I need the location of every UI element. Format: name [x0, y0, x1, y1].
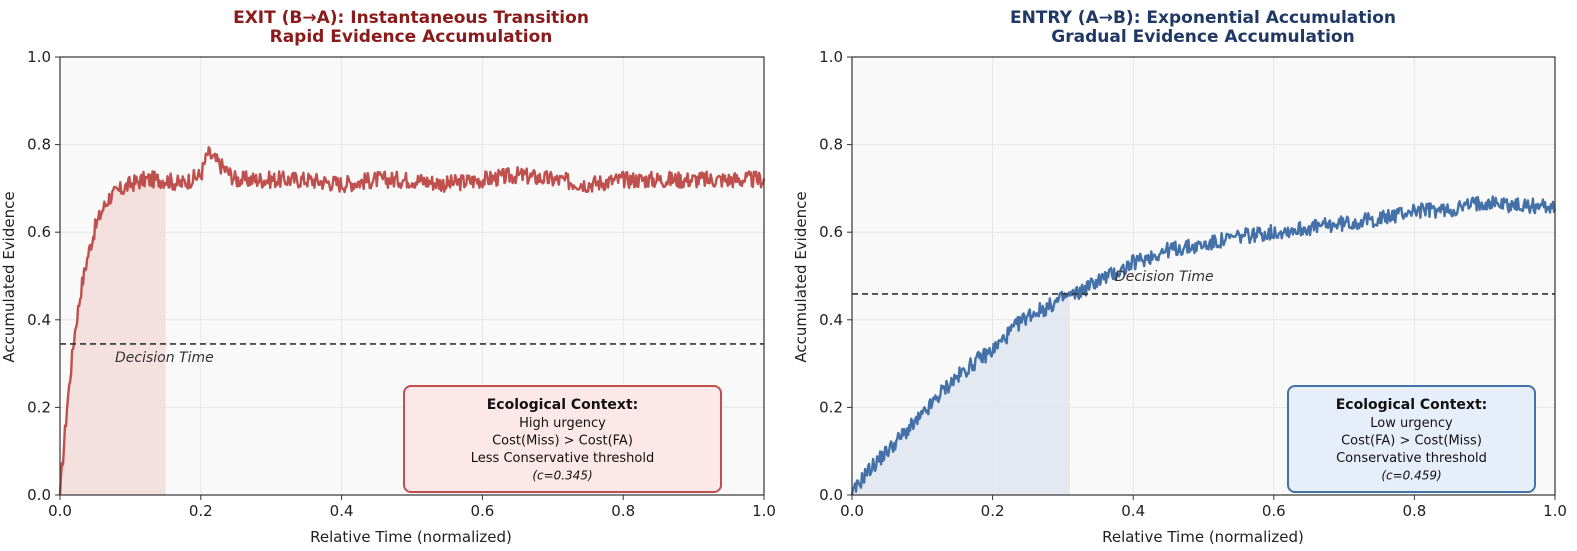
y-tick-label: 0.6 — [819, 223, 843, 241]
y-tick-label: 0.0 — [819, 486, 843, 504]
chart-title-line1: EXIT (B→A): Instantaneous Transition — [233, 8, 589, 28]
decision-time-label: Decision Time — [1115, 269, 1214, 285]
chart-title-line2: Gradual Evidence Accumulation — [1051, 27, 1354, 47]
entry-chart: Decision Time 0.0 0.2 0.4 0.6 0.8 1.0 0.0 0.2 0.4… — [792, 8, 1567, 546]
y-tick-label: 0.8 — [819, 136, 843, 154]
y-tick-label: 0.2 — [819, 398, 843, 416]
context-box-title: Ecological Context: — [487, 397, 639, 413]
ecological-context-box: Ecological Context: High urgency Cost(Miss… — [403, 385, 722, 493]
plot-frame — [851, 56, 1556, 496]
y-tick-label: 1.0 — [27, 48, 51, 66]
context-box-frame — [403, 385, 722, 493]
x-axis-label: Relative Time (normalized) — [1102, 528, 1304, 546]
context-box-line: Cost(FA) > Cost(Miss) — [1341, 434, 1482, 449]
y-tick-label: 0.6 — [27, 223, 51, 241]
chart-title-line1: ENTRY (A→B): Exponential Accumulation — [1010, 8, 1396, 28]
x-tick-label: 1.0 — [1543, 502, 1567, 520]
plot-area: Decision Time 0.0 0.2 0.4 0.6 0.8 1.0 0.0 0.2 0.4… — [27, 48, 776, 520]
x-tick-label: 0.8 — [611, 502, 635, 520]
y-tick-label: 0.4 — [27, 311, 51, 329]
context-box-title: Ecological Context: — [1336, 397, 1488, 413]
context-box-note: (c=0.345) — [532, 469, 592, 483]
decision-time-label: Decision Time — [115, 350, 214, 366]
context-box-frame — [1287, 385, 1536, 493]
context-box-note: (c=0.459) — [1381, 469, 1441, 483]
x-tick-label: 0.4 — [1121, 502, 1145, 520]
y-axis-label: Accumulated Evidence — [792, 191, 810, 362]
ecological-context-box: Ecological Context: Low urgency Cost(FA) >… — [1287, 385, 1536, 493]
y-tick-label: 0.8 — [27, 136, 51, 154]
x-axis-label: Relative Time (normalized) — [310, 528, 512, 546]
x-tick-label: 0.2 — [981, 502, 1005, 520]
context-box-line: Low urgency — [1370, 416, 1453, 431]
context-box-line: Cost(Miss) > Cost(FA) — [492, 434, 633, 449]
x-tick-label: 0.8 — [1402, 502, 1426, 520]
x-tick-label: 1.0 — [752, 502, 776, 520]
context-box-line: Conservative threshold — [1336, 451, 1487, 466]
plot-area: Decision Time 0.0 0.2 0.4 0.6 0.8 1.0 0.0 0.2 0.4… — [819, 48, 1567, 520]
context-box-line: High urgency — [519, 416, 606, 431]
y-axis-label: Accumulated Evidence — [0, 191, 18, 362]
x-tick-label: 0.6 — [1262, 502, 1286, 520]
x-tick-label: 0.0 — [48, 502, 72, 520]
x-tick-label: 0.2 — [189, 502, 213, 520]
evidence-series-line — [58, 146, 766, 496]
y-tick-label: 0.0 — [27, 486, 51, 504]
x-tick-label: 0.0 — [840, 502, 864, 520]
x-tick-label: 0.4 — [330, 502, 354, 520]
plot-frame — [59, 56, 765, 496]
y-tick-label: 0.4 — [819, 311, 843, 329]
context-box-line: Less Conservative threshold — [471, 451, 655, 466]
exit-chart: Decision Time 0.0 0.2 0.4 0.6 0.8 1.0 0.0 0.2 0.4… — [0, 8, 776, 546]
decision-region-shade — [852, 291, 1070, 495]
y-tick-label: 0.2 — [27, 398, 51, 416]
chart-title-line2: Rapid Evidence Accumulation — [270, 27, 553, 47]
x-tick-label: 0.6 — [470, 502, 494, 520]
decision-region-shade — [60, 171, 166, 495]
evidence-series-line — [850, 195, 1557, 496]
y-tick-label: 1.0 — [819, 48, 843, 66]
